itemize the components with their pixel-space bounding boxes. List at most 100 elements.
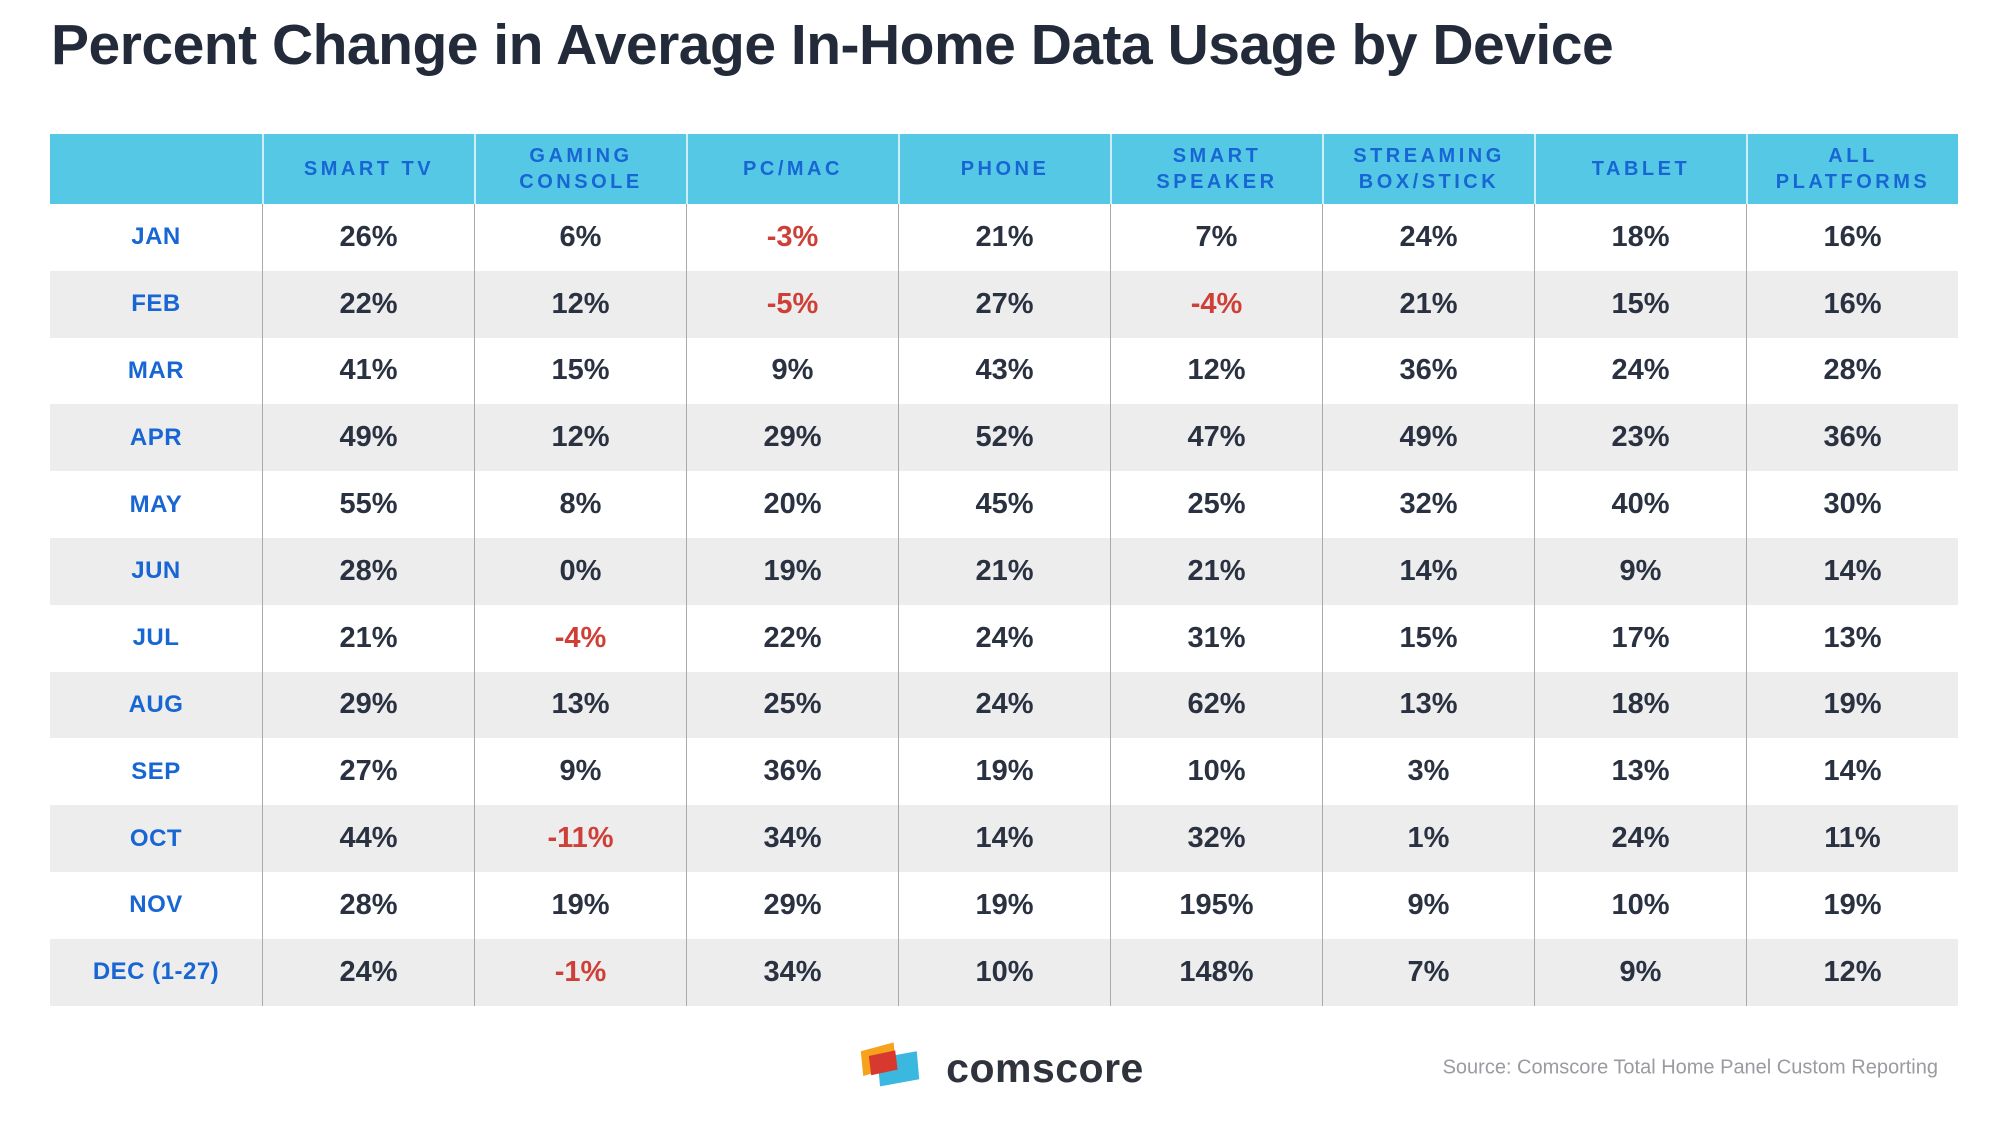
month-label: JAN [50,204,262,271]
value-cell: -5% [686,270,898,338]
value-cell: -4% [1110,270,1322,338]
value-cell: 27% [898,270,1110,338]
value-cell: 28% [262,537,474,605]
value-cell: 21% [898,204,1110,271]
month-label: JUN [50,537,262,605]
value-cell: 11% [1746,805,1958,872]
value-cell: 16% [1746,270,1958,338]
value-cell: 21% [898,537,1110,605]
column-header: TABLET [1534,134,1746,204]
value-cell: 14% [898,805,1110,872]
value-cell: 24% [1534,337,1746,405]
value-cell: 21% [262,604,474,672]
column-header: STREAMING BOX/STICK [1322,134,1534,204]
value-cell: 25% [686,671,898,739]
value-cell: 195% [1110,871,1322,939]
value-cell: 29% [686,404,898,472]
comscore-logo: comscore [856,1037,1144,1099]
column-header: PHONE [898,134,1110,204]
value-cell: 13% [474,671,686,739]
value-cell: 24% [1322,204,1534,271]
value-cell: 52% [898,404,1110,472]
column-header: SMART SPEAKER [1110,134,1322,204]
value-cell: 148% [1110,938,1322,1006]
value-cell: 44% [262,805,474,872]
value-cell: 23% [1534,404,1746,472]
value-cell: 19% [686,537,898,605]
value-cell: 1% [1322,805,1534,872]
value-cell: 49% [262,404,474,472]
value-cell: 24% [1534,805,1746,872]
value-cell: 22% [262,270,474,338]
value-cell: 0% [474,537,686,605]
comscore-logo-icon [860,1042,920,1087]
value-cell: 10% [898,938,1110,1006]
value-cell: 30% [1746,471,1958,538]
value-cell: 13% [1746,604,1958,672]
month-label: NOV [50,871,262,939]
value-cell: 29% [686,871,898,939]
value-cell: 28% [1746,337,1958,405]
value-cell: 22% [686,604,898,672]
value-cell: 32% [1322,471,1534,538]
month-label: APR [50,404,262,472]
value-cell: 49% [1322,404,1534,472]
value-cell: 13% [1534,738,1746,806]
value-cell: 9% [474,738,686,806]
value-cell: 9% [686,337,898,405]
value-cell: 18% [1534,204,1746,271]
value-cell: 6% [474,204,686,271]
value-cell: -3% [686,204,898,271]
value-cell: 24% [898,671,1110,739]
value-cell: 15% [1534,270,1746,338]
value-cell: 25% [1110,471,1322,538]
value-cell: 24% [898,604,1110,672]
value-cell: 15% [474,337,686,405]
value-cell: 20% [686,471,898,538]
value-cell: 45% [898,471,1110,538]
value-cell: 36% [1746,404,1958,472]
value-cell: 24% [262,938,474,1006]
month-label: JUL [50,604,262,672]
value-cell: 9% [1534,938,1746,1006]
source-attribution: Source: Comscore Total Home Panel Custom… [1442,1056,1938,1079]
value-cell: 55% [262,471,474,538]
value-cell: 31% [1110,604,1322,672]
value-cell: 19% [1746,871,1958,939]
value-cell: 19% [898,871,1110,939]
column-header: SMART TV [262,134,474,204]
value-cell: 19% [474,871,686,939]
value-cell: 28% [262,871,474,939]
value-cell: 19% [1746,671,1958,739]
value-cell: 12% [1746,938,1958,1006]
value-cell: 7% [1110,204,1322,271]
value-cell: 12% [1110,337,1322,405]
value-cell: -1% [474,938,686,1006]
column-header: ALL PLATFORMS [1746,134,1958,204]
value-cell: 34% [686,938,898,1006]
value-cell: 14% [1322,537,1534,605]
data-table: SMART TV GAMING CONSOLE PC/MAC PHONE SMART S… [50,134,1958,1006]
month-label: FEB [50,270,262,338]
value-cell: 12% [474,270,686,338]
value-cell: 34% [686,805,898,872]
value-cell: 3% [1322,738,1534,806]
value-cell: 21% [1322,270,1534,338]
value-cell: 14% [1746,537,1958,605]
value-cell: 10% [1534,871,1746,939]
value-cell: 27% [262,738,474,806]
value-cell: 36% [1322,337,1534,405]
value-cell: 18% [1534,671,1746,739]
value-cell: -11% [474,805,686,872]
column-header: PC/MAC [686,134,898,204]
month-label: MAR [50,337,262,405]
month-label: OCT [50,805,262,872]
value-cell: 7% [1322,938,1534,1006]
value-cell: 9% [1322,871,1534,939]
value-cell: 32% [1110,805,1322,872]
month-label: DEC (1-27) [50,938,262,1006]
value-cell: 26% [262,204,474,271]
value-cell: 8% [474,471,686,538]
value-cell: -4% [474,604,686,672]
value-cell: 36% [686,738,898,806]
